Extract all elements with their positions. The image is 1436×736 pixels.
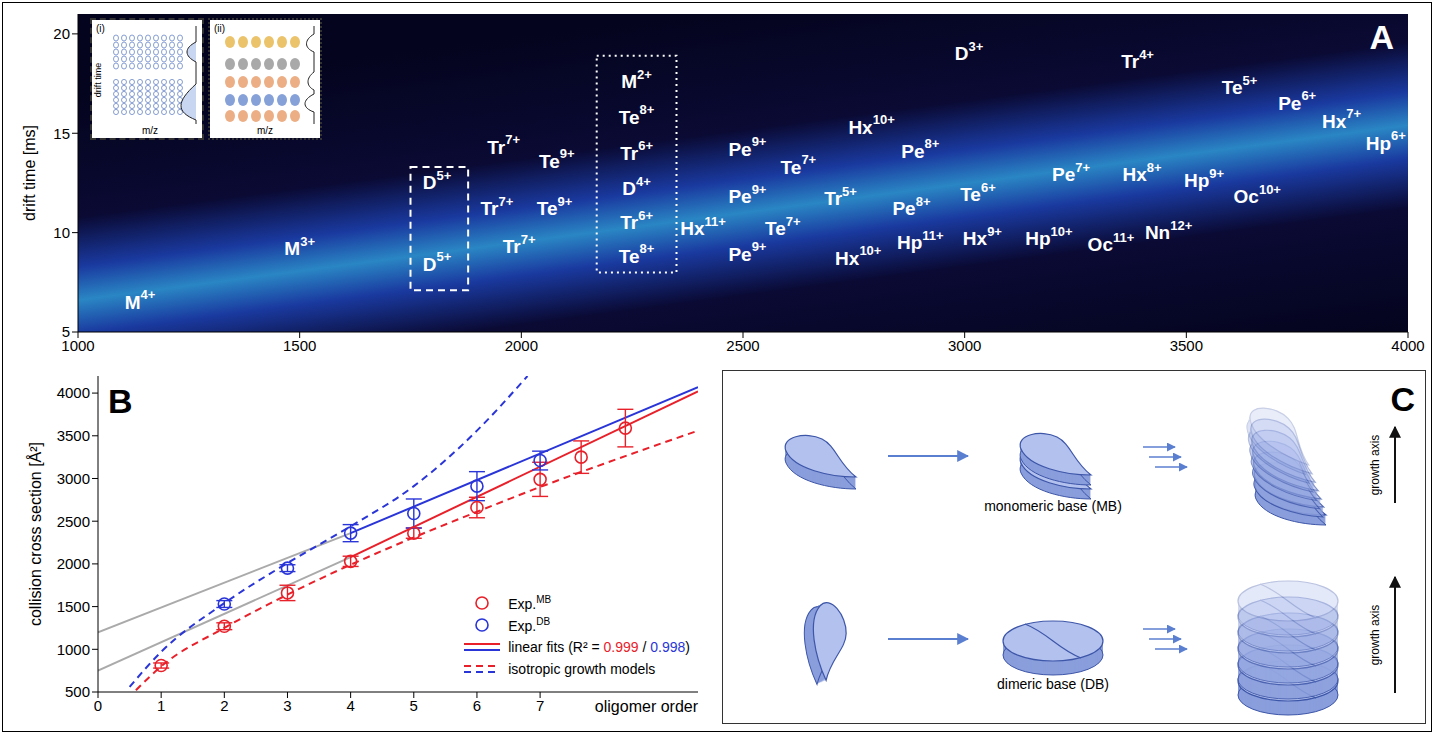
svg-text:growth axis: growth axis bbox=[1368, 435, 1382, 496]
html-text:B: B bbox=[108, 382, 133, 420]
svg-text:Pe8+: Pe8+ bbox=[901, 136, 939, 162]
svg-text:4000: 4000 bbox=[1391, 337, 1424, 354]
svg-text:1: 1 bbox=[157, 697, 165, 714]
svg-text:Te9+: Te9+ bbox=[537, 193, 573, 219]
svg-text:Tr5+: Tr5+ bbox=[824, 183, 857, 209]
svg-text:Oc10+: Oc10+ bbox=[1234, 181, 1282, 207]
svg-text:Tr7+: Tr7+ bbox=[503, 231, 536, 257]
svg-text:1000: 1000 bbox=[61, 336, 95, 354]
svg-text:Hx8+: Hx8+ bbox=[1122, 159, 1162, 185]
svg-text:Tr6+: Tr6+ bbox=[620, 207, 653, 233]
svg-text:2: 2 bbox=[220, 697, 228, 714]
svg-text:Hp9+: Hp9+ bbox=[1184, 165, 1225, 191]
html-text:Exp.DB: Exp.DB bbox=[508, 616, 551, 634]
html-text:isotropic growth models: isotropic growth models bbox=[508, 661, 656, 677]
svg-text:1000: 1000 bbox=[57, 641, 90, 658]
svg-text:Te7+: Te7+ bbox=[781, 152, 817, 178]
svg-text:M4+: M4+ bbox=[125, 287, 156, 313]
html-text:oligomer order: oligomer order bbox=[594, 698, 698, 715]
svg-text:(i): (i) bbox=[96, 23, 105, 34]
svg-text:Hp11+: Hp11+ bbox=[897, 227, 944, 253]
svg-text:0: 0 bbox=[94, 697, 102, 714]
svg-text:Pe7+: Pe7+ bbox=[1052, 159, 1090, 185]
svg-text:Hp6+: Hp6+ bbox=[1366, 128, 1407, 154]
svg-text:Hx10+: Hx10+ bbox=[848, 112, 895, 138]
svg-text:Te8+: Te8+ bbox=[619, 241, 655, 267]
html-text:Exp.MB: Exp.MB bbox=[508, 594, 552, 612]
svg-text:Hx7+: Hx7+ bbox=[1322, 106, 1362, 132]
svg-text:2500: 2500 bbox=[726, 337, 759, 354]
svg-text:Tr7+: Tr7+ bbox=[481, 193, 514, 219]
svg-text:Tr4+: Tr4+ bbox=[1121, 46, 1154, 72]
svg-text:m/z: m/z bbox=[142, 125, 158, 136]
svg-text:1500: 1500 bbox=[283, 337, 316, 354]
svg-text:Pe6+: Pe6+ bbox=[1278, 88, 1316, 114]
svg-text:drift time: drift time bbox=[93, 63, 103, 98]
svg-text:5: 5 bbox=[62, 323, 70, 340]
svg-text:2000: 2000 bbox=[57, 555, 90, 572]
svg-text:Tr7+: Tr7+ bbox=[487, 132, 520, 158]
svg-text:15: 15 bbox=[53, 125, 70, 142]
svg-text:Te7+: Te7+ bbox=[765, 213, 801, 239]
svg-text:M2+: M2+ bbox=[621, 66, 652, 92]
svg-text:m/z: m/z bbox=[257, 125, 273, 136]
html-text:collision cross section [Å²]: collision cross section [Å²] bbox=[27, 442, 44, 626]
svg-text:4: 4 bbox=[346, 697, 354, 714]
svg-text:monomeric base (MB): monomeric base (MB) bbox=[984, 498, 1122, 514]
svg-text:4000: 4000 bbox=[57, 384, 90, 401]
svg-text:10: 10 bbox=[53, 224, 70, 241]
svg-text:Oc11+: Oc11+ bbox=[1088, 229, 1135, 255]
svg-text:3000: 3000 bbox=[948, 337, 981, 354]
svg-text:Pe9+: Pe9+ bbox=[728, 239, 766, 265]
svg-text:M3+: M3+ bbox=[284, 233, 315, 259]
html-text:A: A bbox=[1369, 18, 1394, 56]
html-text:linear fits (R² = 0.999 / 0.99: linear fits (R² = 0.999 / 0.998) bbox=[508, 639, 690, 655]
svg-text:Tr6+: Tr6+ bbox=[620, 138, 653, 164]
svg-text:Hp10+: Hp10+ bbox=[1025, 223, 1073, 249]
svg-text:3000: 3000 bbox=[57, 470, 90, 487]
svg-text:2000: 2000 bbox=[505, 337, 538, 354]
svg-text:Hx10+: Hx10+ bbox=[835, 243, 882, 269]
html-text:drift time [ms]: drift time [ms] bbox=[21, 125, 38, 221]
svg-text:7: 7 bbox=[536, 697, 544, 714]
svg-text:Pe9+: Pe9+ bbox=[728, 134, 766, 160]
svg-text:500: 500 bbox=[65, 683, 90, 700]
svg-text:2500: 2500 bbox=[57, 513, 90, 530]
svg-text:Pe8+: Pe8+ bbox=[892, 193, 930, 219]
svg-text:D5+: D5+ bbox=[423, 167, 452, 193]
svg-text:20: 20 bbox=[53, 25, 70, 42]
svg-text:Pe9+: Pe9+ bbox=[728, 181, 766, 207]
svg-text:5: 5 bbox=[410, 697, 418, 714]
svg-text:Te9+: Te9+ bbox=[539, 146, 575, 172]
svg-text:1500: 1500 bbox=[57, 598, 90, 615]
svg-text:6: 6 bbox=[473, 697, 481, 714]
svg-text:growth axis: growth axis bbox=[1368, 605, 1382, 666]
svg-text:Te5+: Te5+ bbox=[1222, 72, 1258, 98]
svg-text:(ii): (ii) bbox=[214, 23, 225, 34]
svg-text:C: C bbox=[1390, 380, 1415, 418]
svg-text:3500: 3500 bbox=[57, 427, 90, 444]
svg-text:D5+: D5+ bbox=[423, 249, 452, 275]
svg-text:dimeric base (DB): dimeric base (DB) bbox=[997, 676, 1109, 692]
svg-text:3: 3 bbox=[283, 697, 291, 714]
svg-text:Te6+: Te6+ bbox=[960, 179, 996, 205]
svg-text:Hx9+: Hx9+ bbox=[963, 223, 1003, 249]
svg-text:Nn12+: Nn12+ bbox=[1145, 217, 1193, 243]
svg-text:Hx11+: Hx11+ bbox=[680, 213, 726, 239]
svg-text:3500: 3500 bbox=[1170, 337, 1203, 354]
svg-text:D3+: D3+ bbox=[955, 38, 984, 64]
svg-text:Te8+: Te8+ bbox=[619, 102, 655, 128]
svg-text:D4+: D4+ bbox=[622, 173, 651, 199]
